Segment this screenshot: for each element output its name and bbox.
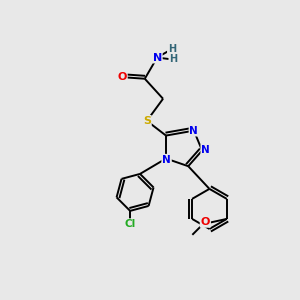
Text: O: O [117,72,127,82]
Text: H: H [169,54,177,64]
Text: N: N [190,126,198,136]
Text: H: H [168,44,176,54]
Text: N: N [162,155,171,165]
Text: S: S [143,116,151,126]
Text: N: N [201,145,210,155]
Text: Cl: Cl [124,219,136,229]
Text: O: O [201,217,210,227]
Text: N: N [152,52,162,62]
